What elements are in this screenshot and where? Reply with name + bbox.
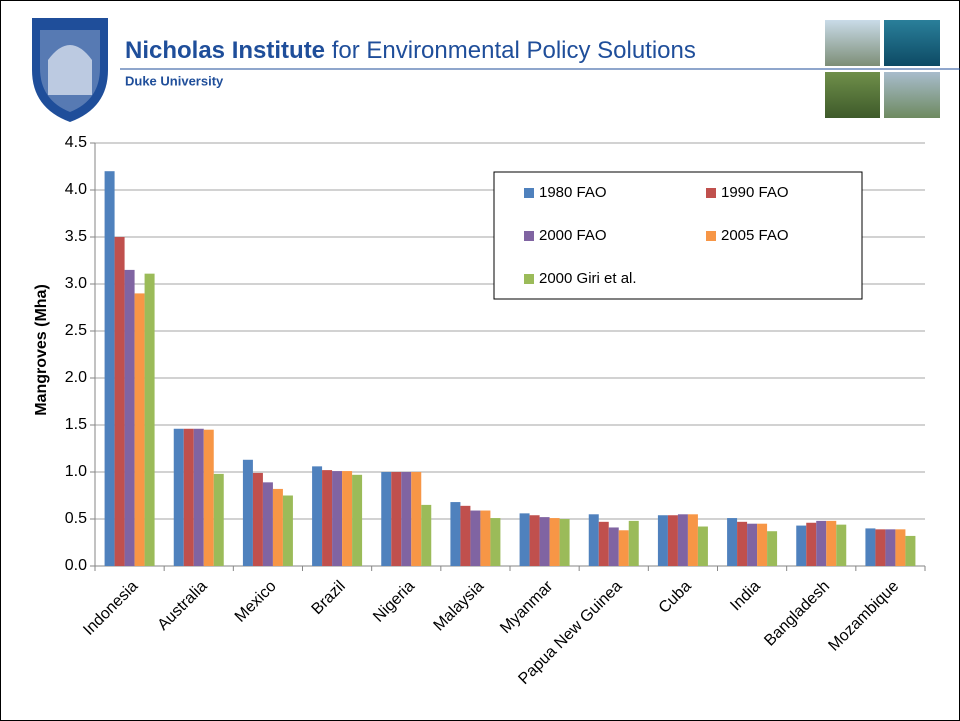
y-axis-title: Mangroves (Mha)	[33, 284, 50, 416]
legend-swatch	[524, 274, 534, 284]
bar	[214, 474, 224, 566]
y-tick-label: 3.0	[65, 275, 87, 292]
bar	[875, 529, 885, 566]
bar	[747, 524, 757, 566]
bar	[490, 518, 500, 566]
bar	[460, 506, 470, 566]
legend-swatch	[706, 188, 716, 198]
header-image	[825, 72, 880, 118]
bar	[401, 472, 411, 566]
bar	[727, 518, 737, 566]
bar	[550, 518, 560, 566]
bar	[115, 237, 125, 566]
legend-swatch	[524, 231, 534, 241]
bar	[905, 536, 915, 566]
bar	[678, 514, 688, 566]
y-tick-label: 0.5	[65, 510, 87, 527]
bar	[125, 270, 135, 566]
bar	[796, 526, 806, 566]
legend-swatch	[524, 188, 534, 198]
bar	[283, 496, 293, 567]
institute-rest: for Environmental Policy Solutions	[332, 37, 696, 64]
bar	[688, 514, 698, 566]
bar	[816, 521, 826, 566]
bar	[352, 475, 362, 566]
bar	[391, 472, 401, 566]
bar	[480, 511, 490, 566]
legend-label: 2000 Giri et al.	[539, 270, 637, 287]
bar	[757, 524, 767, 566]
bar	[342, 471, 352, 566]
legend-swatch	[706, 231, 716, 241]
institute-name: Nicholas Institute	[125, 37, 325, 64]
bar	[806, 523, 816, 566]
legend-label: 1990 FAO	[721, 184, 789, 201]
header-image	[884, 20, 940, 66]
bar	[470, 511, 480, 566]
bar	[243, 460, 253, 566]
bar	[895, 529, 905, 566]
legend-label: 1980 FAO	[539, 184, 607, 201]
bar	[322, 470, 332, 566]
bar	[836, 525, 846, 566]
bar	[411, 472, 421, 566]
bar	[145, 274, 155, 566]
y-tick-label: 4.5	[65, 134, 87, 151]
bar	[658, 515, 668, 566]
bar	[599, 522, 609, 566]
y-tick-label: 3.5	[65, 228, 87, 245]
bar	[194, 429, 204, 566]
bar	[737, 522, 747, 566]
bar	[253, 473, 263, 566]
bar	[450, 502, 460, 566]
page: Nicholas Institute for Environmental Pol…	[0, 0, 960, 721]
y-tick-label: 1.5	[65, 416, 87, 433]
header-image	[884, 72, 940, 118]
bar	[273, 489, 283, 566]
bar	[332, 471, 342, 566]
bar	[885, 529, 895, 566]
bar	[698, 527, 708, 566]
bar	[629, 521, 639, 566]
bar	[540, 517, 550, 566]
bar	[184, 429, 194, 566]
bar	[826, 521, 836, 566]
y-tick-label: 4.0	[65, 181, 87, 198]
bar	[421, 505, 431, 566]
slide: Nicholas Institute for Environmental Pol…	[0, 0, 960, 721]
y-tick-label: 0.0	[65, 557, 87, 574]
bar	[381, 472, 391, 566]
bar	[312, 466, 322, 566]
header-title: Nicholas Institute for Environmental Pol…	[125, 37, 696, 64]
bar	[619, 530, 629, 566]
legend-label: 2000 FAO	[539, 227, 607, 244]
bar	[560, 519, 570, 566]
bar	[135, 293, 145, 566]
y-tick-label: 1.0	[65, 463, 87, 480]
bar	[174, 429, 184, 566]
bar	[589, 514, 599, 566]
header-image	[825, 20, 880, 66]
y-tick-label: 2.5	[65, 322, 87, 339]
bar	[105, 171, 115, 566]
bar	[520, 513, 530, 566]
bar	[530, 515, 540, 566]
bar	[767, 531, 777, 566]
y-tick-label: 2.0	[65, 369, 87, 386]
bar	[609, 527, 619, 566]
bar	[865, 528, 875, 566]
header-subtitle: Duke University	[125, 73, 224, 88]
legend-label: 2005 FAO	[721, 227, 789, 244]
bar	[668, 515, 678, 566]
bar	[263, 482, 273, 566]
bar	[204, 430, 214, 566]
